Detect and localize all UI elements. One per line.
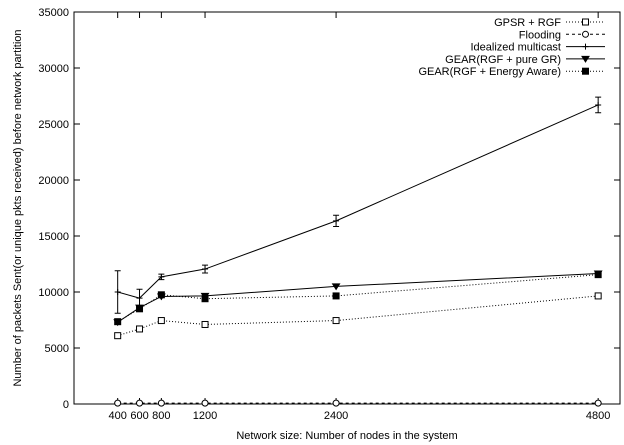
x-tick-label: 800 bbox=[152, 410, 170, 422]
data-point bbox=[114, 399, 122, 407]
data-point bbox=[114, 332, 122, 340]
data-point bbox=[136, 325, 144, 333]
data-point bbox=[201, 320, 209, 328]
y-tick-label: 20000 bbox=[38, 175, 69, 187]
data-point bbox=[201, 295, 209, 303]
data-point bbox=[332, 292, 340, 300]
data-point bbox=[594, 292, 602, 300]
data-point bbox=[114, 289, 121, 295]
data-point bbox=[594, 399, 602, 407]
data-point bbox=[158, 273, 165, 280]
legend-entry-flooding: Flooding bbox=[519, 29, 605, 41]
plot-frame bbox=[73, 11, 621, 405]
series-idealized-multicast bbox=[114, 96, 602, 314]
data-point bbox=[157, 291, 165, 299]
legend-entry-gear-rgf-pure-gr: GEAR(RGF + pure GR) bbox=[445, 54, 605, 66]
y-tick-label: 35000 bbox=[38, 7, 69, 19]
legend-label: GPSR + RGF bbox=[494, 17, 561, 29]
series-line-gear-rgf-pure-gr bbox=[117, 273, 599, 323]
series-gear-rgf-energy-aware bbox=[114, 271, 602, 326]
series-gpsr-rgf bbox=[114, 292, 602, 340]
legend-marker bbox=[582, 30, 589, 38]
y-axis-title: Number of packets Sent(or unique pkts re… bbox=[12, 29, 24, 386]
y-tick-label: 5000 bbox=[45, 343, 69, 355]
data-point bbox=[157, 317, 165, 325]
data-point bbox=[594, 271, 602, 279]
y-tick-label: 15000 bbox=[38, 231, 69, 243]
data-point bbox=[332, 399, 340, 407]
data-point bbox=[332, 317, 340, 325]
data-point bbox=[201, 399, 209, 407]
x-tick-label: 400 bbox=[109, 410, 127, 422]
x-tick-label: 2400 bbox=[324, 410, 348, 422]
y-tick-label: 0 bbox=[63, 399, 69, 411]
series-layer bbox=[113, 96, 603, 407]
legend-marker bbox=[581, 55, 590, 63]
legend-label: GEAR(RGF + pure GR) bbox=[445, 54, 561, 66]
data-point bbox=[157, 399, 165, 407]
data-point bbox=[331, 283, 341, 291]
x-tick-label: 600 bbox=[130, 410, 148, 422]
data-point bbox=[136, 399, 144, 407]
legend-entry-gpsr-rgf: GPSR + RGF bbox=[494, 17, 605, 29]
legend-entry-idealized-multicast: Idealized multicast bbox=[471, 42, 605, 54]
legend-marker bbox=[582, 67, 589, 75]
x-tick-label: 4800 bbox=[586, 410, 610, 422]
legend-label: Flooding bbox=[519, 29, 561, 41]
legend-label: Idealized multicast bbox=[471, 42, 562, 54]
series-line-gear-rgf-energy-aware bbox=[117, 274, 599, 323]
legend-entry-gear-rgf-energy-aware: GEAR(RGF + Energy Aware) bbox=[418, 66, 605, 78]
x-axis-title: Network size: Number of nodes in the sys… bbox=[236, 430, 457, 442]
y-tick-label: 10000 bbox=[38, 287, 69, 299]
data-point bbox=[333, 217, 340, 224]
series-line-idealized-multicast bbox=[117, 104, 599, 299]
data-point bbox=[202, 266, 209, 273]
data-point bbox=[136, 295, 143, 302]
data-point bbox=[595, 101, 602, 108]
series-flooding bbox=[114, 399, 602, 407]
series-line-gpsr-rgf bbox=[117, 295, 599, 337]
legend-marker bbox=[582, 43, 589, 50]
y-tick-label: 25000 bbox=[38, 119, 69, 131]
data-point bbox=[136, 305, 144, 313]
x-tick-label: 1200 bbox=[193, 410, 217, 422]
data-point bbox=[114, 318, 122, 326]
y-tick-label: 30000 bbox=[38, 63, 69, 75]
series-gear-rgf-pure-gr bbox=[113, 270, 603, 327]
legend-marker bbox=[582, 18, 589, 26]
legend-label: GEAR(RGF + Energy Aware) bbox=[418, 66, 561, 78]
